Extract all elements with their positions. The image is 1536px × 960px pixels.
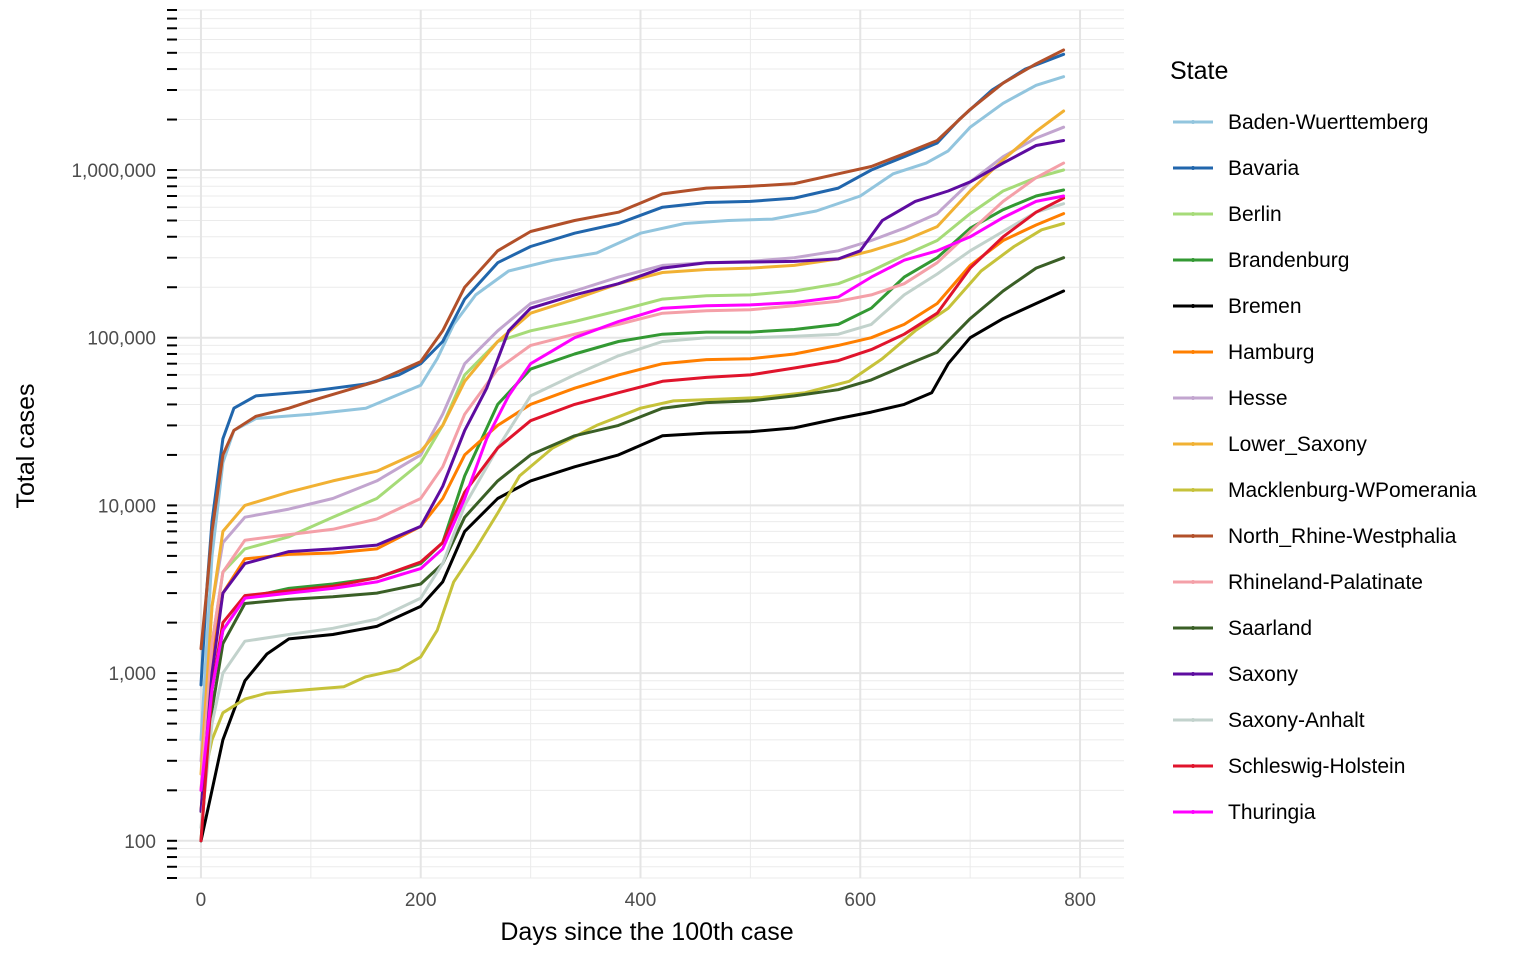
x-tick-label: 0	[196, 890, 207, 911]
legend-key-point	[1191, 580, 1195, 584]
y-tick-label: 10,000	[98, 496, 156, 517]
series-line-macklenburg-wpomerania	[199, 222, 1066, 792]
legend-item-lower-saxony: Lower_Saxony	[1173, 433, 1367, 456]
x-axis-title: Days since the 100th case	[500, 918, 793, 946]
y-tick-label: 100,000	[87, 329, 156, 350]
legend-label: North_Rhine-Westphalia	[1228, 525, 1457, 548]
legend-key-point	[1191, 534, 1195, 538]
x-tick-label: 200	[405, 890, 437, 911]
legend-item-north-rhine-westphalia: North_Rhine-Westphalia	[1173, 525, 1457, 548]
legend-key-point	[1191, 810, 1195, 814]
minor-gridlines	[168, 9, 1124, 879]
legend-label: Saxony-Anhalt	[1228, 709, 1365, 732]
series-line-thuringia	[199, 194, 1066, 792]
y-axis-ticks	[167, 9, 177, 879]
legend-label: Hamburg	[1228, 341, 1314, 364]
legend-key-point	[1191, 396, 1195, 400]
legend-label: Bavaria	[1228, 157, 1300, 180]
series-line-baden-wuerttemberg	[199, 75, 1066, 742]
y-axis-title: Total cases	[12, 383, 40, 508]
legend-label: Baden-Wuerttemberg	[1228, 111, 1428, 134]
series-line-north-rhine-westphalia	[199, 48, 1066, 651]
x-tick-label: 400	[625, 890, 657, 911]
legend-label: Bremen	[1228, 295, 1302, 318]
series-line-bremen	[199, 289, 1066, 843]
legend-item-berlin: Berlin	[1173, 203, 1282, 226]
legend-item-brandenburg: Brandenburg	[1173, 249, 1349, 272]
legend-key-point	[1191, 350, 1195, 354]
legend: State Baden-Wuerttemberg Bavaria Berlin Bra…	[1170, 57, 1477, 824]
series-line-bavaria	[199, 52, 1066, 687]
legend-item-saarland: Saarland	[1173, 617, 1312, 640]
legend-key-point	[1191, 212, 1195, 216]
x-axis-tick-labels: 0 200 400 600 800	[196, 890, 1096, 911]
legend-label: Saxony	[1228, 663, 1299, 686]
legend-key-point	[1191, 672, 1195, 676]
x-tick-label: 800	[1064, 890, 1096, 911]
series-line-saxony	[199, 139, 1066, 813]
series-line-schleswig-holstein	[199, 196, 1066, 843]
legend-item-rhineland-palatinate: Rhineland-Palatinate	[1173, 571, 1423, 594]
legend-label: Lower_Saxony	[1228, 433, 1367, 456]
series-line-hesse	[199, 125, 1066, 763]
series-line-brandenburg	[199, 188, 1066, 843]
legend-key-point	[1191, 304, 1195, 308]
legend-label: Hesse	[1228, 387, 1288, 410]
legend-key-point	[1191, 488, 1195, 492]
y-axis-tick-labels: 100 1,000 10,000 100,000 1,000,000	[71, 161, 156, 853]
legend-key-point	[1191, 718, 1195, 722]
legend-label: Schleswig-Holstein	[1228, 755, 1405, 778]
legend-item-macklenburg-wpomerania: Macklenburg-WPomerania	[1173, 479, 1477, 502]
legend-item-baden-wuerttemberg: Baden-Wuerttemberg	[1173, 111, 1428, 134]
legend-item-bavaria: Bavaria	[1173, 157, 1300, 180]
series-line-hamburg	[199, 212, 1066, 813]
legend-title: State	[1170, 57, 1228, 85]
legend-item-bremen: Bremen	[1173, 295, 1302, 318]
legend-key-point	[1191, 764, 1195, 768]
series-line-saarland	[199, 256, 1066, 813]
legend-key-point	[1191, 626, 1195, 630]
legend-key-point	[1191, 258, 1195, 262]
legend-label: Thuringia	[1228, 801, 1316, 824]
y-tick-label: 1,000	[108, 664, 156, 685]
legend-item-schleswig-holstein: Schleswig-Holstein	[1173, 755, 1405, 778]
legend-key-point	[1191, 166, 1195, 170]
legend-item-saxony: Saxony	[1173, 663, 1299, 686]
legend-label: Berlin	[1228, 203, 1282, 226]
y-tick-label: 100	[124, 832, 156, 853]
legend-label: Saarland	[1228, 617, 1312, 640]
legend-label: Macklenburg-WPomerania	[1228, 479, 1477, 502]
legend-item-saxony-anhalt: Saxony-Anhalt	[1173, 709, 1365, 732]
x-tick-label: 600	[844, 890, 876, 911]
legend-label: Rhineland-Palatinate	[1228, 571, 1423, 594]
legend-item-thuringia: Thuringia	[1173, 801, 1316, 824]
legend-label: Brandenburg	[1228, 249, 1349, 272]
legend-key-point	[1191, 442, 1195, 446]
series-line-saxony-anhalt	[199, 202, 1066, 829]
legend-item-hesse: Hesse	[1173, 387, 1288, 410]
legend-item-hamburg: Hamburg	[1173, 341, 1314, 364]
series-lines	[199, 48, 1066, 843]
series-line-lower-saxony	[199, 109, 1066, 776]
legend-key-point	[1191, 120, 1195, 124]
y-tick-label: 1,000,000	[71, 161, 156, 182]
series-line-rhineland-palatinate	[199, 161, 1066, 792]
